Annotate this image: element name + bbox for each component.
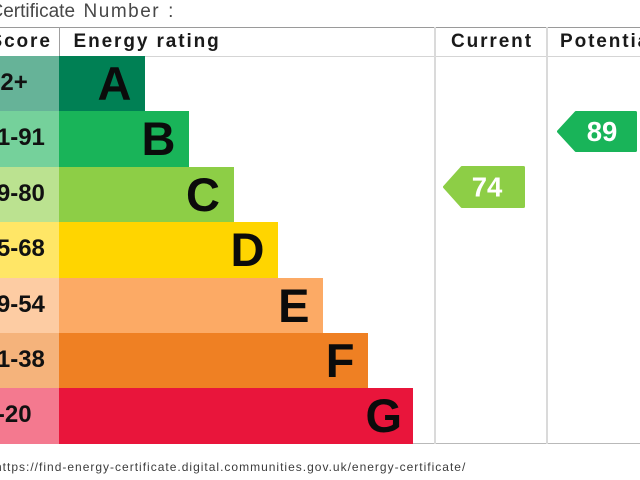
svg-text:89: 89 bbox=[586, 116, 617, 147]
svg-text:74: 74 bbox=[472, 172, 503, 203]
